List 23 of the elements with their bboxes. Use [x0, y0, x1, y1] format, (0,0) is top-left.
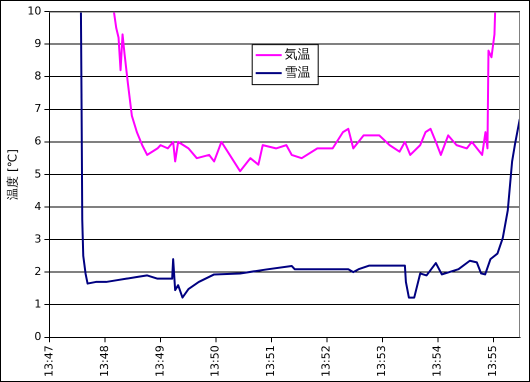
y-tick-label: 4	[34, 200, 42, 213]
y-tick-label: 9	[34, 37, 42, 50]
y-tick-label: 2	[34, 265, 42, 278]
x-tick-label: 13:53	[375, 345, 388, 378]
x-tick-label: 13:54	[430, 345, 444, 378]
y-tick-label: 10	[27, 4, 42, 18]
x-tick-label: 13:55	[486, 345, 500, 378]
x-tick-label: 13:51	[264, 345, 278, 378]
y-tick-label: 5	[34, 167, 42, 180]
x-tick-label: 13:50	[208, 345, 222, 378]
legend-label: 気温	[284, 48, 311, 63]
x-tick-label: 13:49	[153, 345, 166, 378]
x-tick-label: 13:47	[42, 345, 56, 378]
y-axis-title: 温度 [℃]	[5, 149, 20, 200]
legend-label: 雪温	[284, 66, 311, 81]
y-tick-label: 8	[34, 70, 42, 83]
y-tick-label: 0	[34, 330, 42, 344]
y-tick-label: 7	[34, 102, 42, 116]
y-tick-label: 6	[34, 134, 42, 148]
y-tick-label: 1	[34, 298, 42, 311]
y-tick-label: 3	[34, 232, 42, 246]
x-tick-label: 13:48	[98, 345, 111, 378]
x-tick-label: 13:52	[320, 345, 333, 378]
